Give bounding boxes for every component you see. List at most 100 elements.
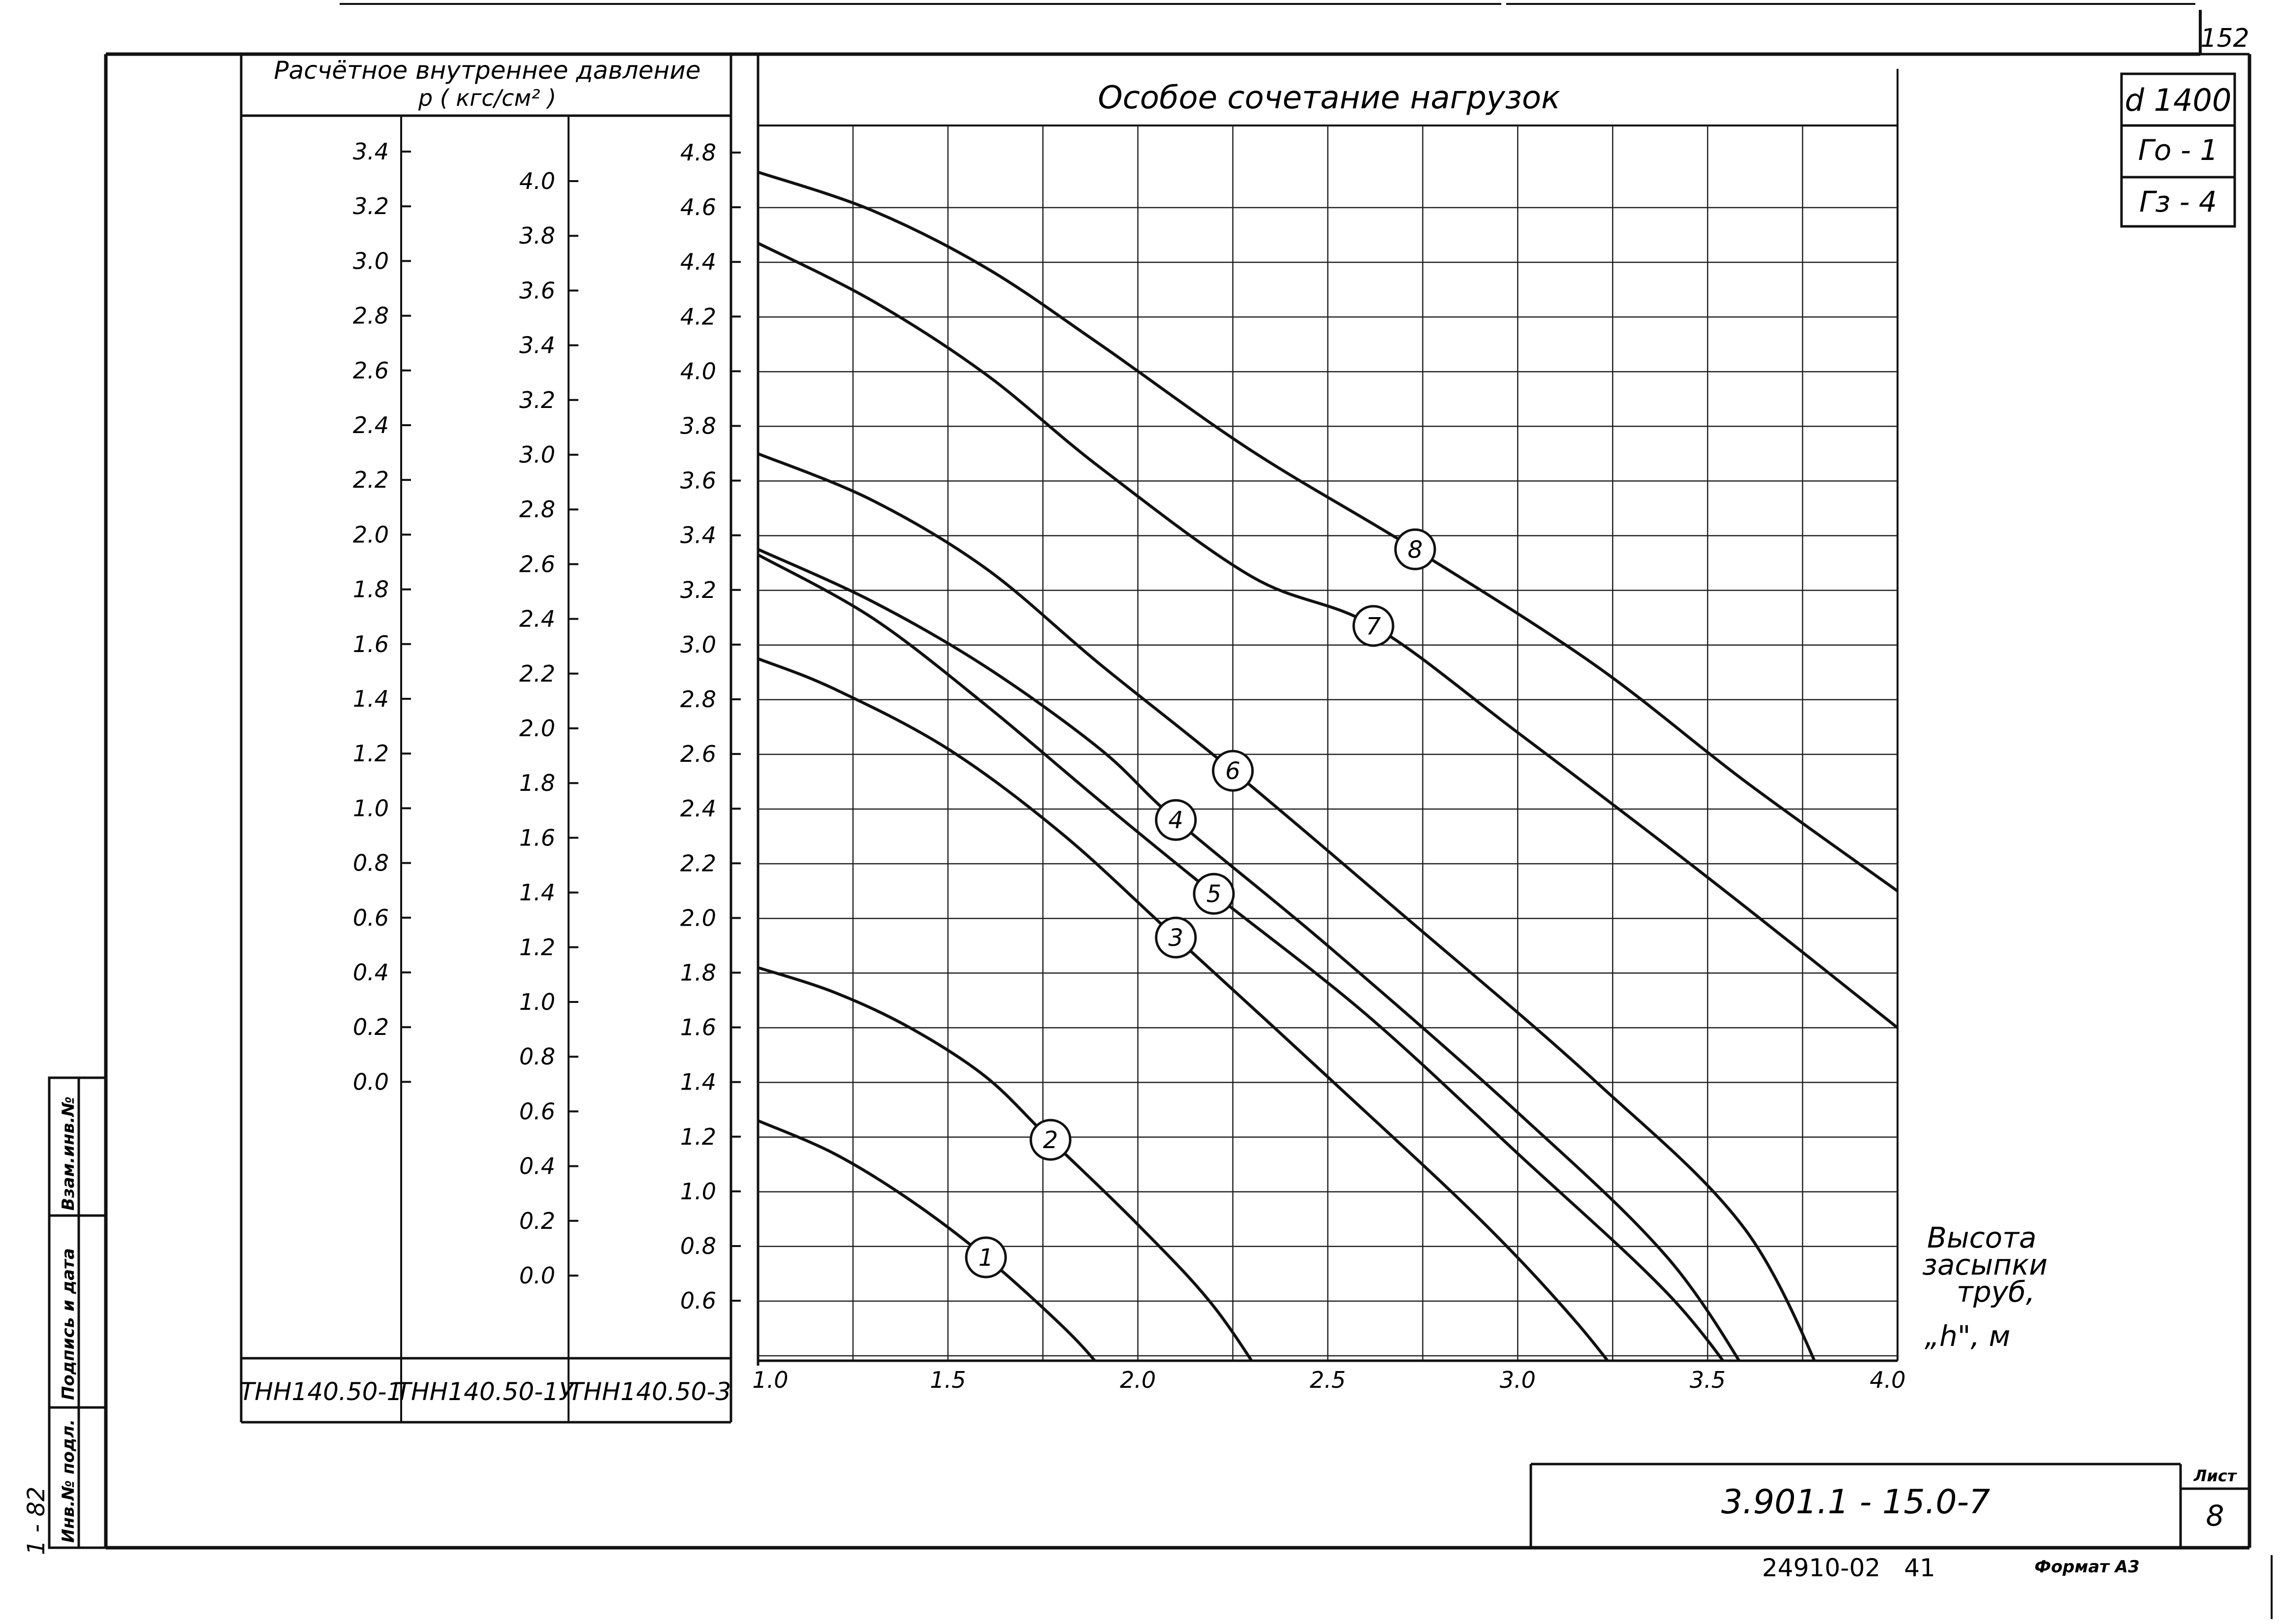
x-tick-label: 1.0: [752, 1367, 788, 1393]
curve-label-circle-2: [1029, 1119, 1072, 1161]
scale-tick-label: 3.6: [519, 277, 555, 304]
curve-label-circle-4: [1155, 799, 1197, 841]
x-tick-label: 3.0: [1500, 1367, 1536, 1393]
scale-tick-label: 3.0: [680, 631, 716, 658]
scale-tick-label: 1.0: [353, 795, 389, 821]
scale-tick-label: 0.0: [519, 1262, 555, 1289]
curve-3: [758, 657, 1610, 1361]
x-tick-label: 2.5: [1310, 1367, 1346, 1393]
curve-label-circle-1: [965, 1236, 1007, 1279]
scale-tick-label: 4.6: [680, 194, 716, 220]
scale-tick-label: 1.0: [519, 989, 555, 1015]
curve-4: [758, 548, 1741, 1361]
curve-label-3: 3: [1169, 924, 1184, 952]
scale-tick-label: 1.8: [680, 960, 716, 986]
scale-tick-label: 2.0: [519, 715, 555, 742]
scale-tick-label: 0.6: [680, 1287, 716, 1314]
scale-tick-label: 4.8: [680, 139, 716, 166]
x-axis-label: Высота засыпки труб, „h", м: [1922, 1221, 2057, 1353]
scale-tick-label: 2.4: [519, 606, 555, 632]
scale-tick-label: 1.6: [680, 1014, 716, 1041]
scale-tick-label: 3.6: [680, 468, 716, 494]
format-label: Формат А3: [2034, 1557, 2140, 1577]
scale-tick-label: 4.0: [680, 358, 716, 384]
scale-tick-label: 2.2: [519, 660, 555, 687]
column-name-2: ТНН140.50-1У: [396, 1377, 575, 1406]
scale-tick-label: 0.6: [353, 905, 389, 931]
scale-tick-label: 2.8: [680, 686, 716, 713]
pressure-header-line2: p ( кгс/см² ): [418, 85, 556, 111]
chart-grid: [758, 125, 1898, 1362]
scale-tick-label: 1.2: [353, 740, 389, 767]
curve-label-7: 7: [1366, 613, 1381, 640]
sheet-label: Лист: [2193, 1467, 2238, 1485]
scale-tick-label: 1.2: [680, 1124, 716, 1150]
curve-8: [758, 170, 1898, 893]
curve-label-5: 5: [1206, 880, 1222, 908]
scale-tick-label: 0.0: [353, 1068, 389, 1095]
title-block: [1529, 1463, 2249, 1548]
pressure-header-line1: Расчётное внутреннее давление: [274, 56, 700, 85]
curve-label-4: 4: [1169, 807, 1184, 834]
scale-tick-label: 0.4: [353, 959, 389, 986]
scale-tick-label: 2.4: [680, 795, 716, 822]
sheet-number: 8: [2206, 1499, 2224, 1532]
scale-tick-label: 2.0: [680, 905, 716, 931]
scale-tick-label: 2.8: [353, 303, 389, 329]
stamp-label-podpis: Подпись и дата: [59, 1248, 78, 1400]
scale-tick-label: 3.0: [519, 441, 555, 468]
curve-5: [758, 553, 1725, 1361]
curve-label-circle-3: [1155, 916, 1197, 959]
scale-tick-label: 2.6: [519, 551, 555, 577]
stamp-label-vzam: Взам.инв.№: [59, 1096, 78, 1211]
scale-tick-label: 0.4: [519, 1153, 555, 1180]
pressure-table-frame: [240, 54, 732, 1424]
scale-tick-label: 2.6: [680, 741, 716, 767]
scale-tick-label: 2.2: [680, 850, 716, 876]
scale-tick-label: 3.0: [353, 248, 389, 274]
chart-curves: 1 2 3 4 5 6 7 8: [758, 170, 1898, 1361]
curve-7: [758, 242, 1898, 1029]
curve-label-circle-6: [1212, 750, 1254, 792]
designation: 3.901.1 - 15.0-7: [1721, 1483, 1991, 1522]
curve-label-2: 2: [1043, 1126, 1058, 1154]
scale-tick-label: 3.4: [680, 522, 716, 549]
curve-label-8: 8: [1408, 536, 1423, 563]
curve-label-6: 6: [1225, 757, 1240, 785]
x-tick-label: 3.5: [1690, 1367, 1726, 1393]
left-stamp-strip: [48, 1076, 107, 1549]
stamp-label-inv-podl: Инв.№ подл.: [59, 1419, 78, 1543]
scale-tick-label: 1.2: [519, 934, 555, 961]
page-number: 152: [2200, 24, 2249, 53]
x-tick-label: 4.0: [1869, 1367, 1905, 1393]
scale-tick-label: 4.0: [519, 168, 555, 194]
scale-tick-label: 2.4: [353, 412, 389, 438]
scale-tick-label: 2.8: [519, 496, 555, 523]
scale-tick-label: 0.8: [519, 1043, 555, 1070]
scale-tick-label: 0.8: [680, 1233, 716, 1259]
scale-tick-label: 1.0: [680, 1178, 716, 1205]
x-tick-labels: 1.0 1.5 2.0 2.5 3.0 3.5 4.0: [752, 1367, 1905, 1393]
scale-tick-label: 1.4: [680, 1069, 716, 1095]
scale-tick-label: 0.6: [519, 1098, 555, 1124]
column-name-1: ТНН140.50-1: [240, 1377, 403, 1406]
scale-tick-label: 0.2: [353, 1014, 389, 1040]
sheet-frame: [104, 3, 2273, 1619]
scale-tick-label: 1.6: [519, 824, 555, 851]
scale-tick-label: 1.4: [519, 879, 555, 906]
x-tick-label: 2.0: [1120, 1367, 1156, 1393]
scale-tick-label: 3.4: [519, 332, 555, 359]
scale-tick-label: 3.2: [353, 193, 389, 219]
info-go: Го - 1: [2138, 133, 2218, 167]
info-gz: Гз - 4: [2139, 185, 2217, 219]
bottom-code-2: 41: [1904, 1554, 1935, 1582]
side-code: 1 - 82: [23, 1487, 50, 1555]
scale-tick-label: 3.2: [680, 577, 716, 603]
scale-tick-label: 3.4: [353, 138, 389, 165]
column-name-3: ТНН140.50-3: [569, 1377, 731, 1406]
scale-tick-label: 2.0: [353, 521, 389, 548]
scale-tick-label: 0.2: [519, 1208, 555, 1234]
scale-tick-label: 0.8: [353, 850, 389, 876]
curve-label-circle-7: [1352, 605, 1394, 647]
